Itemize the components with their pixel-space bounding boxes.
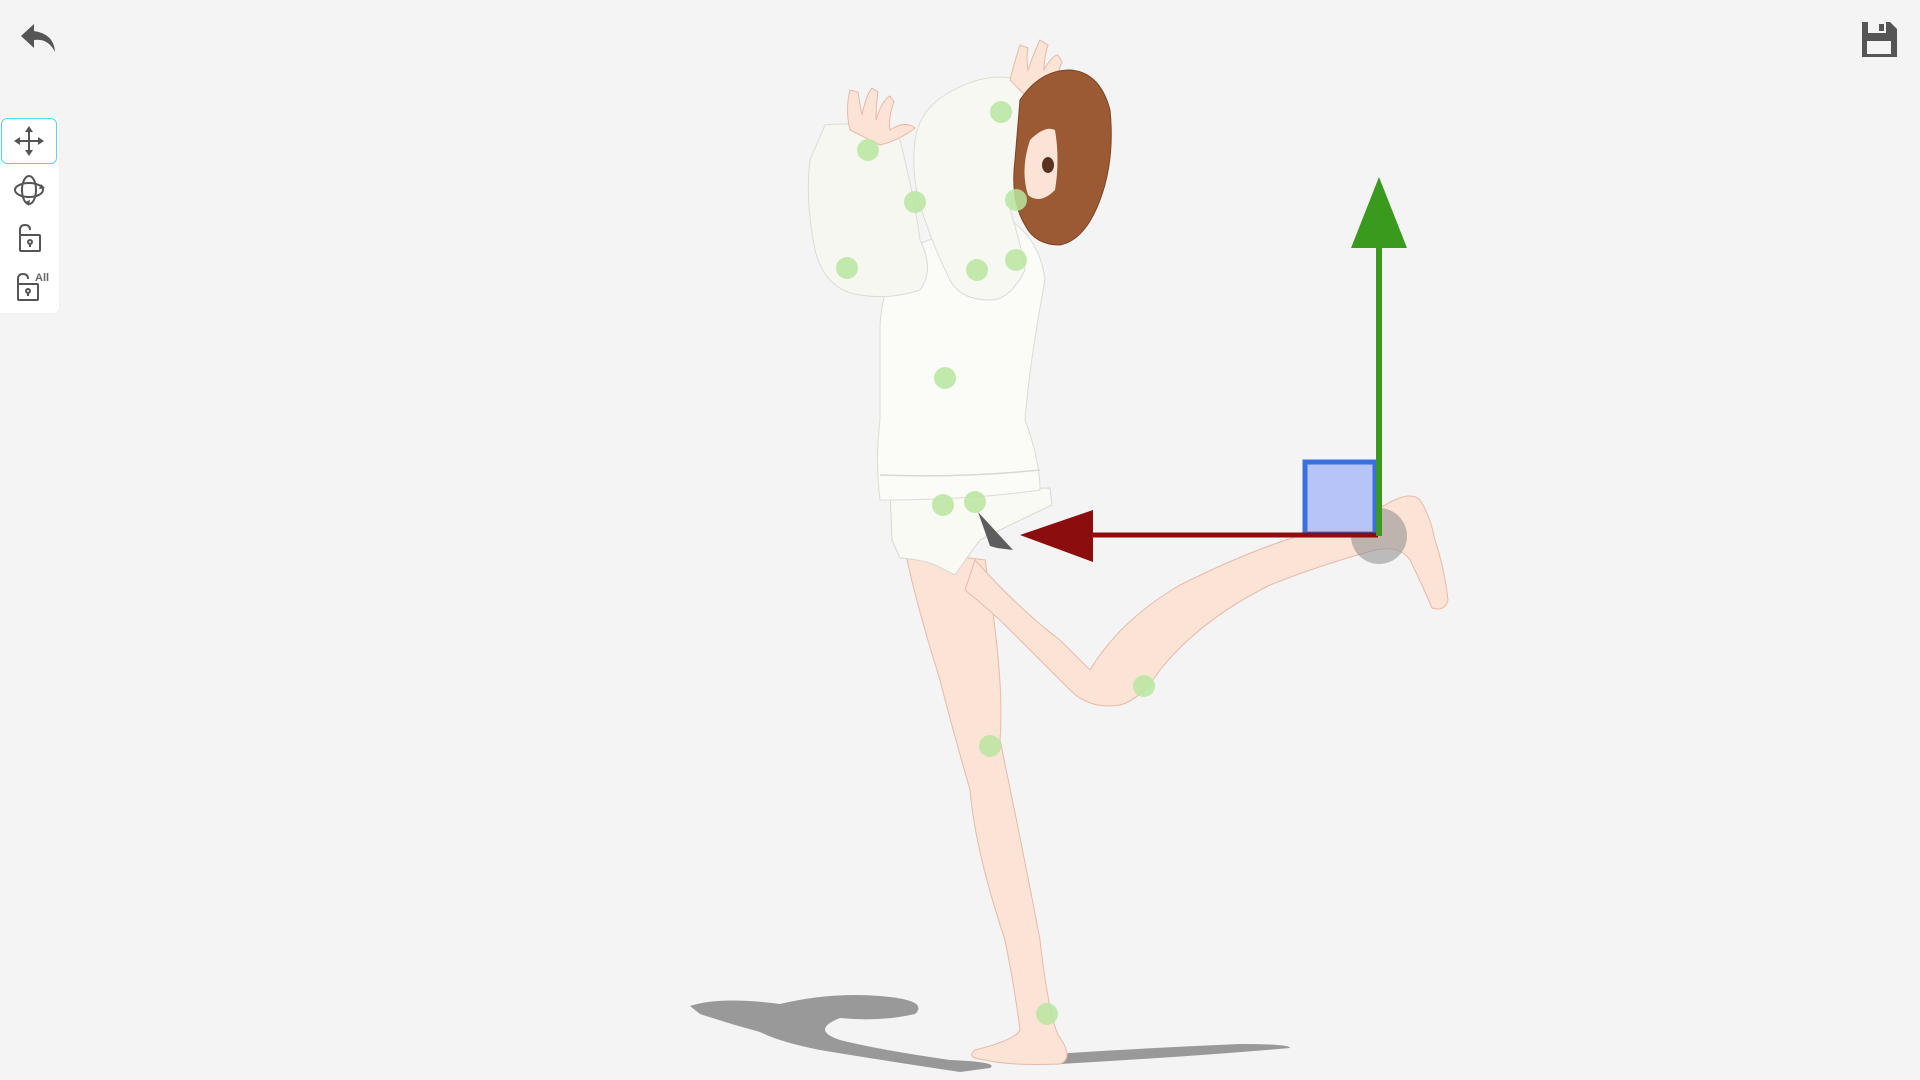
joint-markers[interactable] xyxy=(836,101,1155,1025)
gizmo-xy-plane-handle xyxy=(1302,459,1378,537)
move-arrows-icon xyxy=(14,126,44,156)
save-button[interactable] xyxy=(1854,14,1904,64)
head[interactable] xyxy=(1013,69,1112,246)
joint-spine xyxy=(934,367,956,389)
joint-shoulder xyxy=(1005,189,1027,211)
joint-right-ankle xyxy=(1036,1003,1058,1025)
tool-panel: All xyxy=(0,117,59,313)
unlock-all-icon xyxy=(17,272,39,301)
floppy-save-icon xyxy=(1862,22,1897,57)
unlock-all-button[interactable] xyxy=(1,264,57,310)
standing-leg[interactable] xyxy=(904,549,1068,1065)
joint-right-knee xyxy=(979,735,1001,757)
joint-right-elbow xyxy=(966,259,988,281)
joint-neck xyxy=(904,191,926,213)
mouse-cursor xyxy=(978,512,1013,550)
joint-head xyxy=(990,101,1012,123)
unlock-button[interactable] xyxy=(1,215,57,261)
rotate-tool-button[interactable] xyxy=(1,167,57,213)
unlock-all-label: All xyxy=(35,272,50,284)
unlock-icon xyxy=(19,223,41,252)
joint-left-wrist xyxy=(857,139,879,161)
joint-right-hip xyxy=(964,491,986,513)
gizmo-x-arrow-head xyxy=(1020,510,1093,562)
gizmo-y-arrow-head xyxy=(1351,177,1407,248)
move-tool-button[interactable] xyxy=(1,118,57,164)
arm-back[interactable] xyxy=(807,87,928,298)
raised-leg[interactable] xyxy=(964,495,1449,707)
undo-button[interactable] xyxy=(14,14,64,64)
floor-shadow xyxy=(690,995,1290,1072)
joint-left-knee xyxy=(1133,675,1155,697)
rotate-orbit-icon xyxy=(14,175,45,206)
translate-gizmo[interactable] xyxy=(1020,177,1407,562)
joint-right-wrist xyxy=(1005,249,1027,271)
shorts[interactable] xyxy=(889,487,1053,576)
joint-left-elbow xyxy=(836,257,858,279)
joint-left-hip xyxy=(932,494,954,516)
undo-arrow-icon xyxy=(21,24,55,52)
